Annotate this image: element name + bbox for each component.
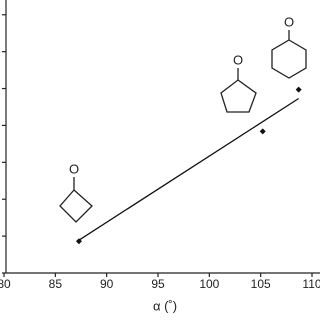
point xyxy=(295,86,302,93)
svg-text:O: O xyxy=(69,161,79,176)
x-tick-label: 80 xyxy=(0,277,11,291)
x-tick-label: 95 xyxy=(151,277,165,291)
svg-text:O: O xyxy=(284,14,294,29)
fit-line xyxy=(78,97,300,241)
molecule-cyclohexanone: O xyxy=(271,14,307,79)
point xyxy=(75,238,82,245)
svg-text:O: O xyxy=(233,52,243,67)
x-tick-label: 100 xyxy=(199,277,219,291)
molecule-cyclobutanone: O xyxy=(59,161,93,223)
molecule-cyclopentanone: O xyxy=(220,52,257,113)
x-tick-label: 90 xyxy=(100,277,114,291)
x-axis-label: α (˚) xyxy=(153,298,177,313)
x-tick-label: 105 xyxy=(251,277,271,291)
x-tick-label: 110 xyxy=(302,277,320,291)
x-tick-label: 85 xyxy=(49,277,63,291)
point xyxy=(259,128,266,135)
